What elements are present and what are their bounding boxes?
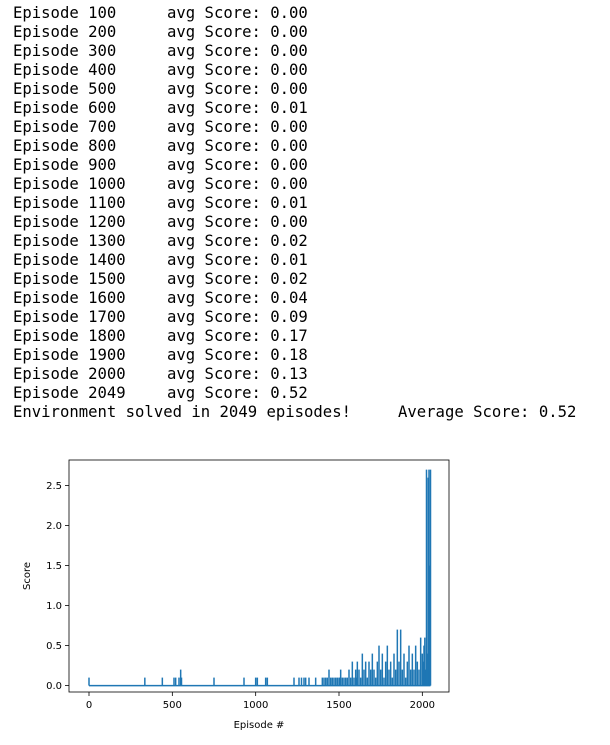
y-tick-label: 0.0 xyxy=(46,681,62,692)
y-tick-label: 2.5 xyxy=(46,481,62,492)
avg-score-value: avg Score: 0.00 xyxy=(167,175,308,193)
log-line: Episode 1200 avg Score: 0.00 xyxy=(13,213,576,232)
avg-score-value: avg Score: 0.00 xyxy=(167,61,308,79)
avg-score-value: avg Score: 0.02 xyxy=(167,232,308,250)
avg-score-value: avg Score: 0.00 xyxy=(167,80,308,98)
log-line: Episode 600 avg Score: 0.01 xyxy=(13,99,576,118)
episode-label: Episode 500 xyxy=(13,80,117,98)
log-line: Episode 400 avg Score: 0.00 xyxy=(13,61,576,80)
plot-area xyxy=(88,469,432,687)
episode-label: Episode 1000 xyxy=(13,175,126,193)
episode-label: Episode 2000 xyxy=(13,365,126,383)
avg-score-value: avg Score: 0.00 xyxy=(167,156,308,174)
episode-label: Episode 100 xyxy=(13,4,117,22)
episode-label: Episode 600 xyxy=(13,99,117,117)
log-line: Episode 1800 avg Score: 0.17 xyxy=(13,327,576,346)
avg-score-value: avg Score: 0.00 xyxy=(167,213,308,231)
avg-score-value: avg Score: 0.00 xyxy=(167,137,308,155)
episode-label: Episode 300 xyxy=(13,42,117,60)
avg-score-value: avg Score: 0.18 xyxy=(167,346,308,364)
avg-score-value: avg Score: 0.00 xyxy=(167,23,308,41)
training-log: Episode 100 avg Score: 0.00 Episode 200 avg… xyxy=(13,4,576,422)
log-line: Episode 1900 avg Score: 0.18 xyxy=(13,346,576,365)
avg-score-value: avg Score: 0.02 xyxy=(167,270,308,288)
log-line: Episode 200 avg Score: 0.00 xyxy=(13,23,576,42)
x-tick-label: 1000 xyxy=(243,700,268,711)
y-tick-label: 0.5 xyxy=(46,641,62,652)
log-line: Episode 900 avg Score: 0.00 xyxy=(13,156,576,175)
y-axis-label: Score xyxy=(22,562,33,590)
log-line: Episode 100 avg Score: 0.00 xyxy=(13,4,576,23)
episode-label: Episode 900 xyxy=(13,156,117,174)
y-tick-label: 2.0 xyxy=(46,521,62,532)
x-axis-label: Episode # xyxy=(234,720,285,731)
x-tick-label: 500 xyxy=(163,700,182,711)
log-line: Episode 2000 avg Score: 0.13 xyxy=(13,365,576,384)
episode-label: Episode 1500 xyxy=(13,270,126,288)
avg-score-value: avg Score: 0.01 xyxy=(167,99,308,117)
episode-label: Episode 1600 xyxy=(13,289,126,307)
score-chart-svg: 0 500 1000 1500 2000 0.0 0.5 1.0 1.5 2.0 2.5 Epis… xyxy=(22,459,450,731)
episode-label: Episode 700 xyxy=(13,118,117,136)
avg-score-value: avg Score: 0.00 xyxy=(167,4,308,22)
log-line: Episode 1600 avg Score: 0.04 xyxy=(13,289,576,308)
x-tick-label: 0 xyxy=(86,700,92,711)
log-line: Episode 2049 avg Score: 0.52 xyxy=(13,384,576,403)
y-tick-label: 1.5 xyxy=(46,561,62,572)
episode-label: Episode 200 xyxy=(13,23,117,41)
log-line: Episode 1000 avg Score: 0.00 xyxy=(13,175,576,194)
log-line: Episode 1400 avg Score: 0.01 xyxy=(13,251,576,270)
avg-score-value: avg Score: 0.17 xyxy=(167,327,308,345)
avg-score-value: avg Score: 0.04 xyxy=(167,289,308,307)
log-line: Episode 1300 avg Score: 0.02 xyxy=(13,232,576,251)
episode-label: Episode 800 xyxy=(13,137,117,155)
solved-line: Environment solved in 2049 episodes! Aver… xyxy=(13,403,576,422)
x-axis-ticks: 0 500 1000 1500 2000 xyxy=(86,692,435,711)
avg-score-value: avg Score: 0.52 xyxy=(167,384,308,402)
solved-message: Environment solved in 2049 episodes! xyxy=(13,403,351,421)
log-line: Episode 800 avg Score: 0.00 xyxy=(13,137,576,156)
x-tick-label: 1500 xyxy=(326,700,351,711)
episode-label: Episode 1300 xyxy=(13,232,126,250)
log-line: Episode 1100 avg Score: 0.01 xyxy=(13,194,576,213)
avg-score-value: avg Score: 0.09 xyxy=(167,308,308,326)
log-line: Episode 300 avg Score: 0.00 xyxy=(13,42,576,61)
avg-score-value: avg Score: 0.13 xyxy=(167,365,308,383)
log-line: Episode 700 avg Score: 0.00 xyxy=(13,118,576,137)
avg-score-value: avg Score: 0.01 xyxy=(167,251,308,269)
avg-score-value: avg Score: 0.00 xyxy=(167,42,308,60)
y-tick-label: 1.0 xyxy=(46,601,62,612)
plot-frame xyxy=(68,459,450,693)
episode-label: Episode 1100 xyxy=(13,194,126,212)
log-line: Episode 500 avg Score: 0.00 xyxy=(13,80,576,99)
episode-label: Episode 2049 xyxy=(13,384,126,402)
x-tick-label: 2000 xyxy=(410,700,435,711)
avg-score-value: avg Score: 0.01 xyxy=(167,194,308,212)
episode-label: Episode 1700 xyxy=(13,308,126,326)
episode-label: Episode 1200 xyxy=(13,213,126,231)
log-line: Episode 1500 avg Score: 0.02 xyxy=(13,270,576,289)
episode-label: Episode 1900 xyxy=(13,346,126,364)
y-axis-ticks: 0.0 0.5 1.0 1.5 2.0 2.5 xyxy=(46,481,69,692)
solved-average-score: Average Score: 0.52 xyxy=(398,403,577,421)
episode-label: Episode 400 xyxy=(13,61,117,79)
avg-score-value: avg Score: 0.00 xyxy=(167,118,308,136)
episode-label: Episode 1800 xyxy=(13,327,126,345)
score-chart: 0 500 1000 1500 2000 0.0 0.5 1.0 1.5 2.0 2.5 Epis… xyxy=(0,440,610,740)
episode-label: Episode 1400 xyxy=(13,251,126,269)
log-line: Episode 1700 avg Score: 0.09 xyxy=(13,308,576,327)
